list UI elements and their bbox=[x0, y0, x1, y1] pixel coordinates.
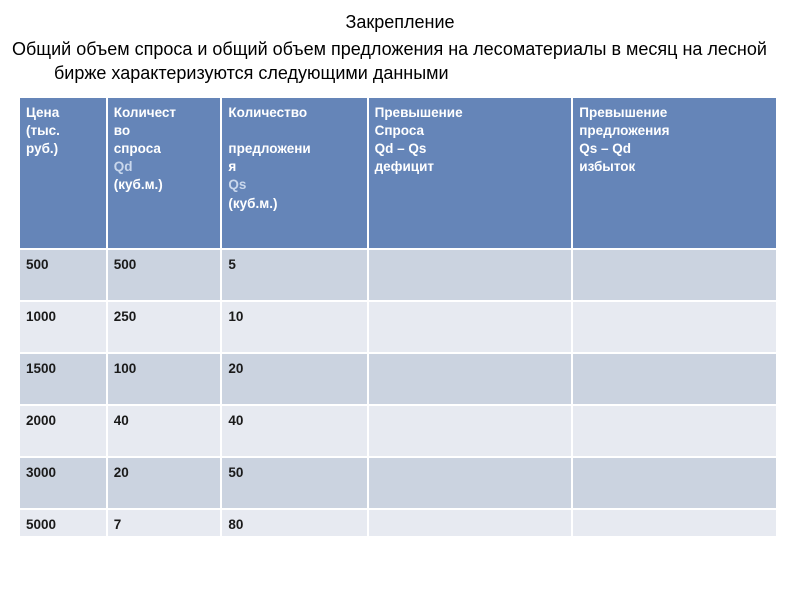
header-price-l3: руб.) bbox=[26, 141, 58, 156]
cell-price: 2000 bbox=[19, 405, 107, 457]
header-qd-l3: спроса bbox=[114, 141, 161, 156]
header-def-d: дефицит bbox=[375, 159, 434, 174]
cell-qs: 80 bbox=[221, 509, 367, 537]
cell-surplus bbox=[572, 405, 777, 457]
header-sur-q: Qs – Qd bbox=[579, 141, 631, 156]
cell-qs: 10 bbox=[221, 301, 367, 353]
cell-qd: 250 bbox=[107, 301, 222, 353]
page-title: Закрепление bbox=[0, 0, 800, 37]
page-subtitle: Общий объем спроса и общий объем предлож… bbox=[0, 37, 800, 96]
cell-deficit bbox=[368, 353, 573, 405]
table-row: 1500 100 20 bbox=[19, 353, 777, 405]
table-row: 2000 40 40 bbox=[19, 405, 777, 457]
header-qs: Количество предложени я Qs (куб.м.) bbox=[221, 97, 367, 249]
header-def-l2: Спроса bbox=[375, 123, 424, 138]
header-price-l1: Цена bbox=[26, 105, 59, 120]
cell-deficit bbox=[368, 249, 573, 301]
cell-qs: 20 bbox=[221, 353, 367, 405]
cell-qd: 7 bbox=[107, 509, 222, 537]
cell-surplus bbox=[572, 301, 777, 353]
header-qd-u: (куб.м.) bbox=[114, 177, 163, 192]
cell-price: 500 bbox=[19, 249, 107, 301]
header-qs-q: Qs bbox=[228, 177, 246, 192]
header-qd-q: Qd bbox=[114, 159, 133, 174]
header-qd-l2: во bbox=[114, 123, 130, 138]
header-qd: Количест во спроса Qd (куб.м.) bbox=[107, 97, 222, 249]
cell-qd: 100 bbox=[107, 353, 222, 405]
cell-surplus bbox=[572, 457, 777, 509]
header-sur-l1: Превышение bbox=[579, 105, 667, 120]
table-row: 1000 250 10 bbox=[19, 301, 777, 353]
cell-deficit bbox=[368, 509, 573, 537]
data-table: Цена (тыс. руб.) Количест во спроса Qd (… bbox=[18, 96, 778, 538]
header-surplus: Превышение предложения Qs – Qd избыток bbox=[572, 97, 777, 249]
table-row: 500 500 5 bbox=[19, 249, 777, 301]
header-sur-l2: предложения bbox=[579, 123, 669, 138]
cell-surplus bbox=[572, 509, 777, 537]
header-qd-l1: Количест bbox=[114, 105, 176, 120]
cell-qs: 50 bbox=[221, 457, 367, 509]
cell-qd: 40 bbox=[107, 405, 222, 457]
cell-deficit bbox=[368, 405, 573, 457]
cell-qd: 20 bbox=[107, 457, 222, 509]
cell-price: 1000 bbox=[19, 301, 107, 353]
cell-qd: 500 bbox=[107, 249, 222, 301]
header-qs-l2: предложени bbox=[228, 141, 310, 156]
header-def-l1: Превышение bbox=[375, 105, 463, 120]
cell-surplus bbox=[572, 249, 777, 301]
table-row: 3000 20 50 bbox=[19, 457, 777, 509]
table-header-row: Цена (тыс. руб.) Количест во спроса Qd (… bbox=[19, 97, 777, 249]
header-deficit: Превышение Спроса Qd – Qs дефицит bbox=[368, 97, 573, 249]
header-def-q: Qd – Qs bbox=[375, 141, 427, 156]
header-qs-l1: Количество bbox=[228, 105, 307, 120]
cell-qs: 40 bbox=[221, 405, 367, 457]
header-price: Цена (тыс. руб.) bbox=[19, 97, 107, 249]
cell-price: 3000 bbox=[19, 457, 107, 509]
cell-qs: 5 bbox=[221, 249, 367, 301]
header-qs-l3: я bbox=[228, 159, 236, 174]
cell-deficit bbox=[368, 457, 573, 509]
cell-price: 5000 bbox=[19, 509, 107, 537]
cell-price: 1500 bbox=[19, 353, 107, 405]
header-sur-d: избыток bbox=[579, 159, 635, 174]
table-row: 5000 7 80 bbox=[19, 509, 777, 537]
header-qs-u: (куб.м.) bbox=[228, 196, 277, 211]
header-price-l2: (тыс. bbox=[26, 123, 60, 138]
cell-deficit bbox=[368, 301, 573, 353]
cell-surplus bbox=[572, 353, 777, 405]
